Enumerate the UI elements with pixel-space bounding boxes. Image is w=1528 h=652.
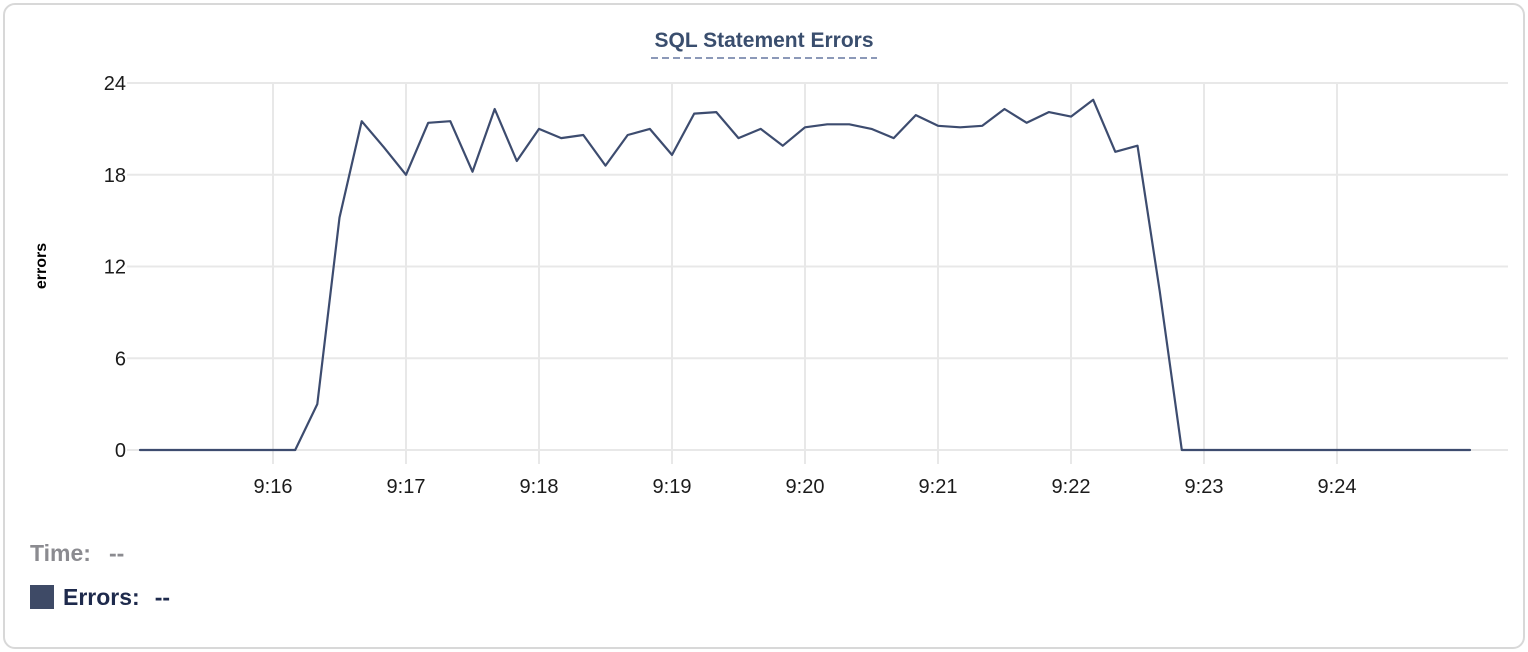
y-tick-label: 12 <box>104 257 126 279</box>
x-tick-label: 9:24 <box>1318 476 1357 498</box>
y-tick-label: 24 <box>104 73 126 95</box>
y-tick-label: 6 <box>115 348 126 370</box>
y-tick-label: 18 <box>104 165 126 187</box>
chart-title[interactable]: SQL Statement Errors <box>651 29 877 59</box>
x-tick-label: 9:18 <box>520 476 559 498</box>
legend-time-row: Time: -- <box>30 540 170 566</box>
legend-errors-value: -- <box>154 584 171 610</box>
x-tick-label: 9:19 <box>653 476 692 498</box>
x-tick-label: 9:17 <box>387 476 426 498</box>
y-axis-title: errors <box>33 243 50 289</box>
legend-time-label: Time: <box>30 540 91 566</box>
x-tick-label: 9:22 <box>1052 476 1091 498</box>
x-tick-label: 9:21 <box>919 476 958 498</box>
legend-errors-label: Errors: <box>63 584 140 610</box>
errors-legend-swatch <box>30 585 54 609</box>
chart-card <box>3 3 1525 649</box>
chart-header: SQL Statement Errors <box>0 29 1528 59</box>
x-tick-label: 9:23 <box>1185 476 1224 498</box>
hover-readout: Time: -- Errors: -- <box>30 540 170 610</box>
x-tick-label: 9:20 <box>786 476 825 498</box>
error-series-line <box>138 98 1472 452</box>
legend-errors-row: Errors: -- <box>30 584 170 610</box>
x-tick-label: 9:16 <box>254 476 293 498</box>
legend-time-value: -- <box>108 540 125 566</box>
y-tick-label: 0 <box>115 440 126 462</box>
